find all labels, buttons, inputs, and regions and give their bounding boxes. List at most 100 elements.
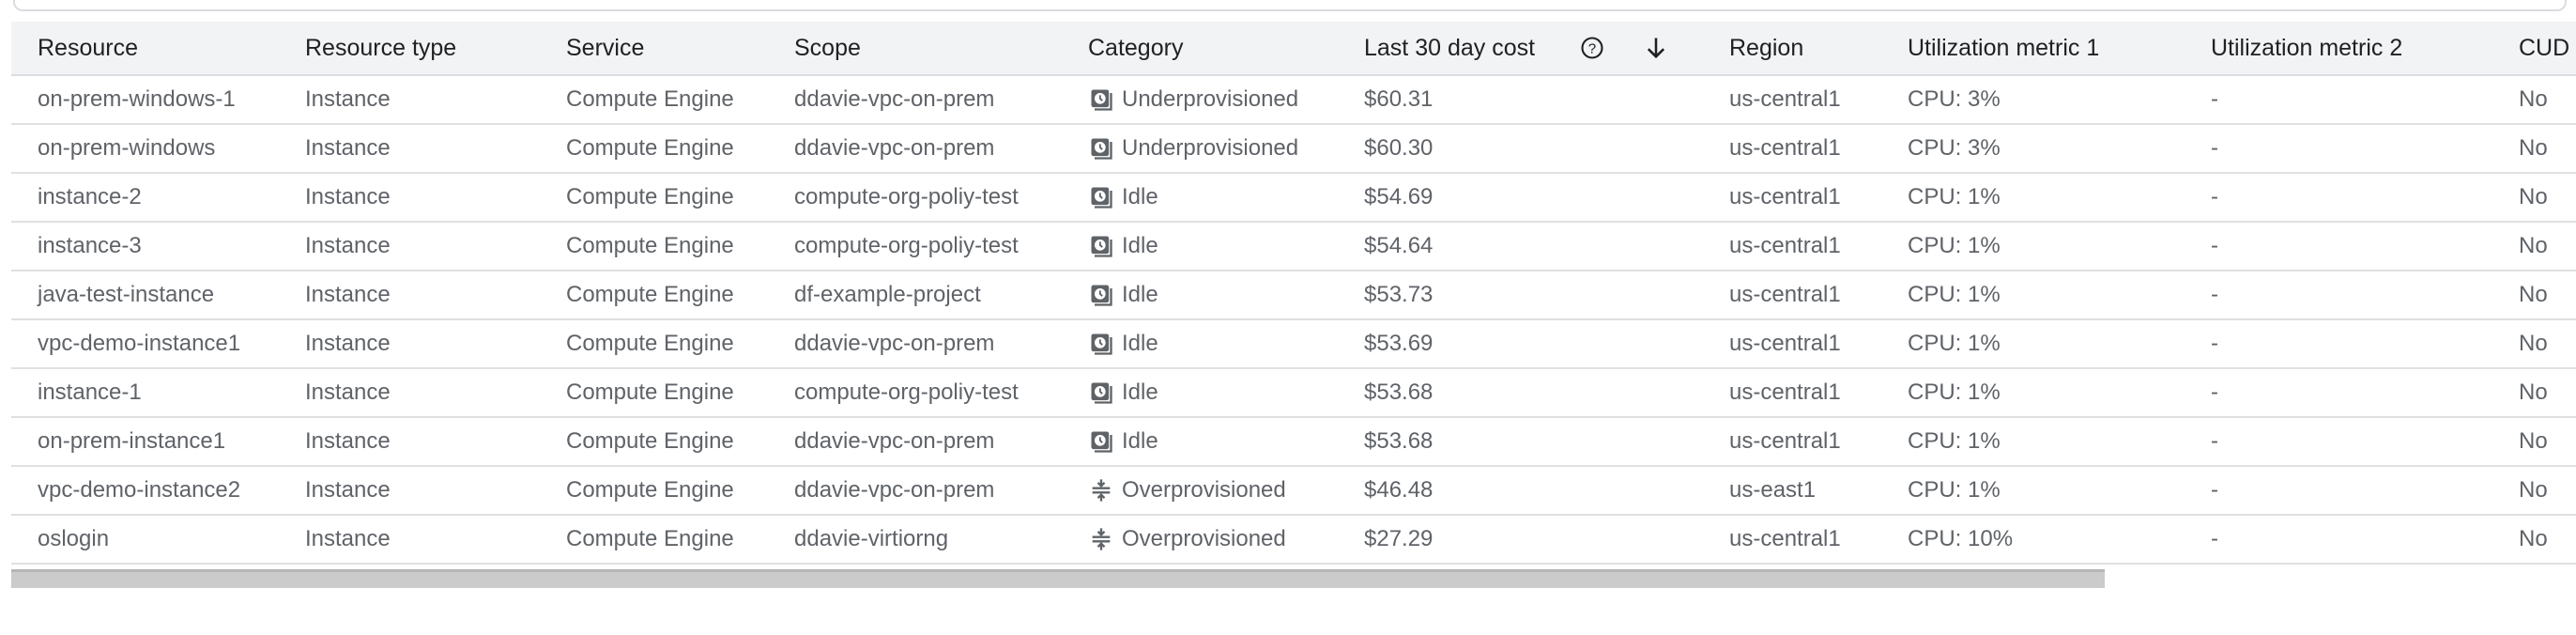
region-cell: us-central1	[1729, 516, 1841, 563]
header-utilization-metric-2[interactable]: Utilization metric 2	[2211, 34, 2403, 61]
category: Underprovisioned	[1122, 135, 1299, 161]
region: us-central1	[1729, 233, 1841, 258]
header-service[interactable]: Service	[566, 34, 645, 61]
resource-name: vpc-demo-instance1	[38, 331, 241, 356]
category: Idle	[1122, 379, 1158, 405]
region-cell: us-central1	[1729, 223, 1841, 270]
cost: $54.64	[1364, 233, 1434, 258]
header-last-30-day-cost[interactable]: Last 30 day cost	[1364, 34, 1536, 61]
resource-name: java-test-instance	[38, 282, 215, 307]
utilization-metric-1-cell: CPU: 3%	[1908, 76, 2001, 123]
service: Compute Engine	[566, 86, 734, 112]
table-row[interactable]: java-test-instance Instance Compute Engine…	[11, 271, 2576, 320]
utilization-metric-2: -	[2211, 86, 2218, 112]
category-cell: Overprovisioned	[1088, 467, 1286, 514]
resource-name-cell[interactable]: on-prem-instance1	[38, 418, 225, 465]
header-resource[interactable]: Resource	[38, 34, 138, 61]
cud-cell: No	[2519, 223, 2548, 270]
scope: compute-org-poliy-test	[794, 184, 1019, 209]
service: Compute Engine	[566, 184, 734, 209]
service-cell: Compute Engine	[566, 467, 734, 514]
utilization-metric-2-cell: -	[2211, 223, 2218, 270]
cud: No	[2519, 184, 2548, 209]
service: Compute Engine	[566, 135, 734, 161]
cost-cell: $27.29	[1364, 516, 1433, 563]
utilization-metric-2-cell: -	[2211, 369, 2218, 416]
service-cell: Compute Engine	[566, 174, 734, 221]
utilization-metric-1: CPU: 1%	[1908, 184, 2001, 209]
cud: No	[2519, 428, 2548, 454]
utilization-metric-1-cell: CPU: 1%	[1908, 418, 2001, 465]
resource-name-cell[interactable]: oslogin	[38, 516, 109, 563]
table-row[interactable]: instance-1 Instance Compute Engine compute-…	[11, 369, 2576, 418]
region-cell: us-central1	[1729, 271, 1841, 318]
table-row[interactable]: on-prem-instance1 Instance Compute Engine d…	[11, 418, 2576, 467]
clock-icon	[1088, 233, 1114, 259]
resource-type: Instance	[305, 477, 391, 503]
cud: No	[2519, 282, 2548, 307]
scope: compute-org-poliy-test	[794, 233, 1019, 258]
resource-type-cell: Instance	[305, 125, 391, 172]
svg-text:?: ?	[1588, 40, 1596, 56]
table-row[interactable]: vpc-demo-instance2 Instance Compute Engine…	[11, 467, 2576, 516]
resource-name-cell[interactable]: vpc-demo-instance1	[38, 320, 240, 367]
service-cell: Compute Engine	[566, 516, 734, 563]
header-utilization-metric-1[interactable]: Utilization metric 1	[1908, 34, 2100, 61]
resource-name-cell[interactable]: java-test-instance	[38, 271, 214, 318]
resource-name: on-prem-instance1	[38, 428, 226, 454]
cost: $53.68	[1364, 379, 1434, 405]
category-cell: Idle	[1088, 174, 1158, 221]
resource-name-cell[interactable]: instance-1	[38, 369, 142, 416]
resource-name: instance-1	[38, 379, 142, 405]
compress-icon	[1088, 477, 1114, 503]
resource-name-cell[interactable]: vpc-demo-instance2	[38, 467, 240, 514]
cud-cell: No	[2519, 467, 2548, 514]
scope-cell: ddavie-virtiorng	[794, 516, 948, 563]
table-row[interactable]: oslogin Instance Compute Engine ddavie-virt…	[11, 516, 2576, 565]
utilization-metric-2: -	[2211, 379, 2218, 405]
resource-name-cell[interactable]: instance-3	[38, 223, 142, 270]
service: Compute Engine	[566, 233, 734, 258]
help-circle-icon[interactable]: ?	[1579, 22, 1605, 74]
table-row[interactable]: vpc-demo-instance1 Instance Compute Engine…	[11, 320, 2576, 369]
clock-icon	[1088, 379, 1114, 406]
cost-cell: $46.48	[1364, 467, 1433, 514]
scope: ddavie-vpc-on-prem	[794, 86, 995, 112]
header-region[interactable]: Region	[1729, 34, 1804, 61]
table-row[interactable]: on-prem-windows-1 Instance Compute Engine d…	[11, 76, 2576, 125]
header-cud[interactable]: CUD	[2519, 34, 2570, 61]
table-row[interactable]: on-prem-windows Instance Compute Engine dda…	[11, 125, 2576, 174]
horizontal-scrollbar[interactable]	[11, 569, 2105, 588]
service: Compute Engine	[566, 477, 734, 503]
resource-name-cell[interactable]: on-prem-windows-1	[38, 76, 236, 123]
header-category[interactable]: Category	[1088, 34, 1184, 61]
scope-cell: ddavie-vpc-on-prem	[794, 418, 994, 465]
region-cell: us-central1	[1729, 369, 1841, 416]
header-resource-type[interactable]: Resource type	[305, 34, 457, 61]
resource-name: on-prem-windows-1	[38, 86, 236, 112]
table-header: Resource Resource type Service Scope Cat…	[11, 22, 2576, 76]
table-row[interactable]: instance-2 Instance Compute Engine compute-…	[11, 174, 2576, 223]
resource-type-cell: Instance	[305, 271, 391, 318]
resource-type: Instance	[305, 526, 391, 551]
resource-type-cell: Instance	[305, 467, 391, 514]
cost-cell: $60.31	[1364, 76, 1433, 123]
resource-type: Instance	[305, 86, 391, 112]
utilization-metric-2: -	[2211, 184, 2218, 209]
resource-type: Instance	[305, 282, 391, 307]
cost-cell: $54.64	[1364, 223, 1433, 270]
cost: $54.69	[1364, 184, 1434, 209]
utilization-metric-1: CPU: 1%	[1908, 379, 2001, 405]
cost: $53.69	[1364, 331, 1434, 356]
category-cell: Idle	[1088, 223, 1158, 270]
table-row[interactable]: instance-3 Instance Compute Engine compute-…	[11, 223, 2576, 271]
header-scope[interactable]: Scope	[794, 34, 861, 61]
resource-name: instance-3	[38, 233, 142, 258]
arrow-down-icon[interactable]	[1643, 22, 1669, 74]
utilization-metric-2-cell: -	[2211, 418, 2218, 465]
resource-name-cell[interactable]: instance-2	[38, 174, 142, 221]
cud: No	[2519, 233, 2548, 258]
utilization-metric-1-cell: CPU: 10%	[1908, 516, 2013, 563]
scope: ddavie-vpc-on-prem	[794, 331, 995, 356]
resource-name-cell[interactable]: on-prem-windows	[38, 125, 215, 172]
